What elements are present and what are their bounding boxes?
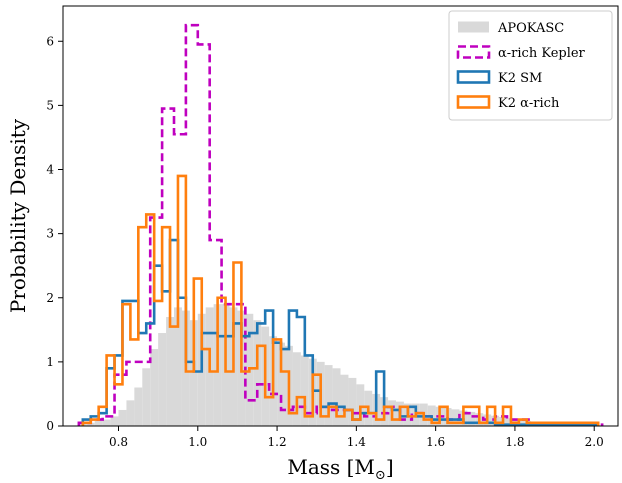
series-3-step-line bbox=[81, 174, 600, 426]
legend-swatch bbox=[456, 95, 491, 109]
apokasc-bar bbox=[189, 320, 198, 426]
apokasc-bar bbox=[94, 420, 103, 426]
y-tick-label: 3 bbox=[46, 227, 54, 241]
legend: APOKASC α-rich Kepler K2 SM K2 α-rich bbox=[448, 10, 613, 121]
apokasc-bar bbox=[166, 316, 174, 426]
x-tick-label: 1.8 bbox=[505, 435, 524, 449]
apokasc-bar bbox=[467, 411, 476, 426]
y-tick-label: 5 bbox=[46, 98, 54, 112]
legend-label: K2 SM bbox=[498, 71, 542, 86]
plot-frame bbox=[62, 5, 619, 427]
x-tick-label: 2.0 bbox=[585, 435, 604, 449]
apokasc-bar bbox=[300, 355, 309, 426]
axes: 0.8 1.0 1.2 1.4 1.6 1.8 2.0 0 1 2 3 4 5 6 Mass [M⊙] Pro… bbox=[6, 5, 619, 483]
legend-box bbox=[448, 10, 613, 121]
x-tick-label: 1.6 bbox=[426, 435, 445, 449]
apokasc-bar bbox=[253, 320, 262, 426]
plot-area bbox=[77, 23, 604, 427]
apokasc-bar bbox=[324, 365, 333, 426]
apokasc-bar bbox=[126, 400, 135, 426]
y-axis-label: Probability Density bbox=[6, 118, 30, 313]
apokasc-bar bbox=[332, 368, 341, 426]
apokasc-bar bbox=[277, 342, 285, 426]
legend-label: K2 α-rich bbox=[498, 96, 560, 111]
apokasc-bar bbox=[292, 352, 301, 426]
y-tick-label: 4 bbox=[46, 163, 54, 177]
x-tick-label: 0.8 bbox=[109, 435, 128, 449]
apokasc-bar bbox=[134, 387, 143, 426]
apokasc-bar bbox=[174, 307, 182, 426]
apokasc-bar bbox=[118, 409, 127, 426]
apokasc-bar bbox=[86, 422, 95, 426]
legend-swatch bbox=[456, 45, 491, 59]
apokasc-bar bbox=[142, 368, 151, 426]
apokasc-bar bbox=[348, 377, 357, 426]
apokasc-bar bbox=[340, 374, 349, 426]
y-tick-label: 1 bbox=[46, 355, 54, 369]
apokasc-bar bbox=[102, 419, 111, 426]
x-tick-label: 1.0 bbox=[188, 435, 207, 449]
x-axis-label: Mass [M⊙] bbox=[287, 455, 393, 483]
y-tick-label: 6 bbox=[46, 34, 54, 48]
y-tick-label: 0 bbox=[46, 419, 54, 433]
x-tick-label: 1.4 bbox=[347, 435, 366, 449]
apokasc-bar bbox=[356, 384, 365, 426]
apokasc-bar bbox=[110, 416, 119, 426]
legend-swatch bbox=[458, 21, 489, 33]
apokasc-bar bbox=[158, 333, 167, 426]
legend-swatch bbox=[456, 70, 491, 84]
apokasc-bar bbox=[150, 349, 159, 426]
legend-label: APOKASC bbox=[497, 21, 564, 36]
y-tick-label: 2 bbox=[46, 291, 54, 305]
apokasc-bar bbox=[451, 409, 460, 426]
legend-label: α-rich Kepler bbox=[498, 46, 586, 61]
x-tick-label: 1.2 bbox=[268, 435, 287, 449]
